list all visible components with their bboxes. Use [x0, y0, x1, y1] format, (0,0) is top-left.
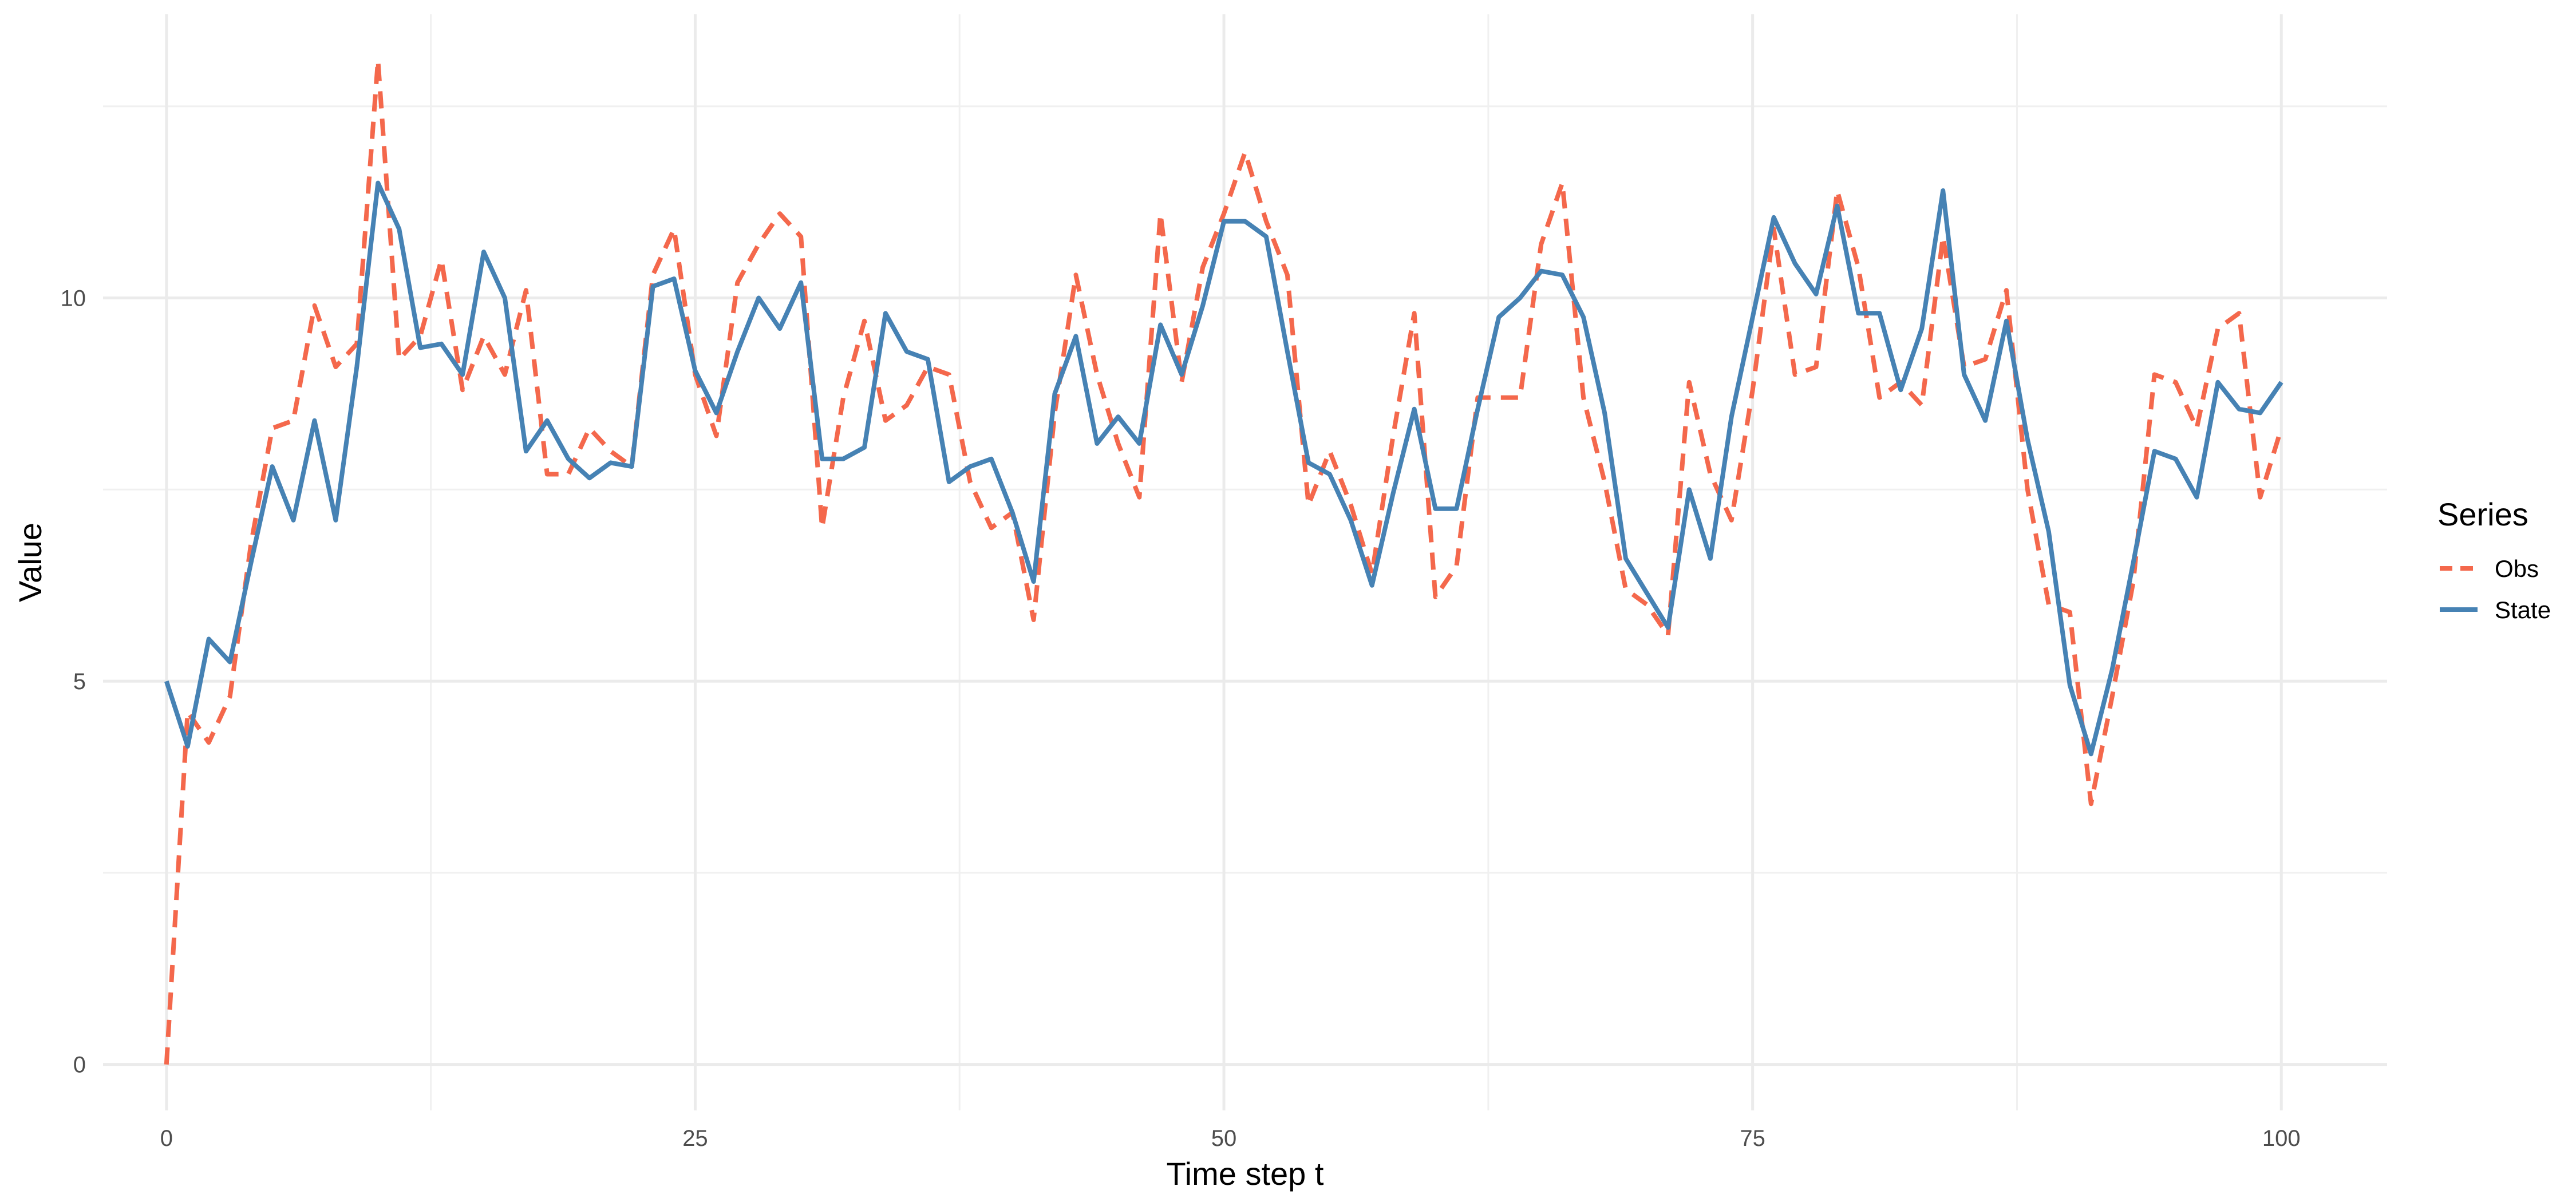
y-tick-label: 5: [73, 669, 86, 694]
y-axis-title: Value: [12, 523, 48, 602]
x-tick-label: 0: [160, 1126, 173, 1151]
legend-items: Obs State: [2440, 555, 2551, 623]
legend-label-obs: Obs: [2495, 555, 2539, 582]
x-tick-label: 100: [2262, 1126, 2301, 1151]
x-tick-label: 75: [1740, 1126, 1765, 1151]
series-line-obs: [164, 58, 2284, 1065]
grid: [103, 14, 2387, 1110]
legend-title: Series: [2437, 496, 2528, 532]
legend-label-state: State: [2495, 596, 2551, 623]
x-tick-label: 25: [682, 1126, 708, 1151]
x-axis-title: Time step t: [1167, 1156, 1324, 1192]
series-lines: [164, 58, 2284, 1065]
axis-labels: 0 25 50 75 100 0 5 10: [61, 286, 2301, 1151]
x-tick-label: 50: [1211, 1126, 1237, 1151]
legend: Series Obs State: [2437, 496, 2551, 623]
series-line-state: [164, 180, 2283, 757]
y-tick-label: 0: [73, 1053, 86, 1078]
y-tick-label: 10: [61, 286, 86, 311]
